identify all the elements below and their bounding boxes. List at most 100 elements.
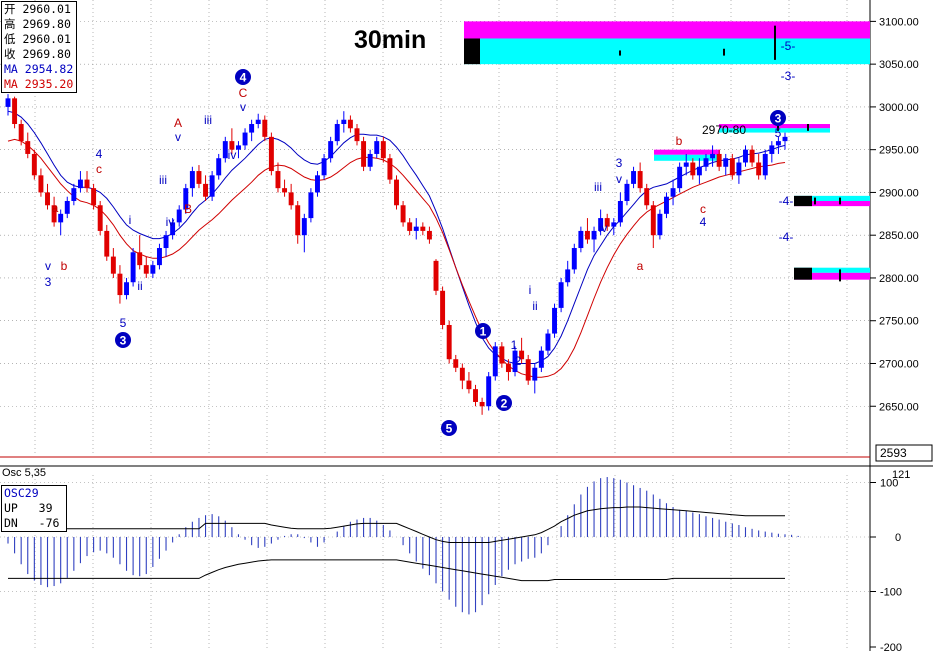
candle-body [650, 205, 656, 236]
current-price-tag-box [875, 444, 933, 462]
candle-body [347, 119, 353, 129]
wave-label: v [175, 130, 181, 144]
price-tick-label: 3000.00 [879, 102, 919, 114]
price-tick-label: 2750.00 [879, 316, 919, 328]
price-info-box: 开 2960.01 高 2969.80 低 2960.01 收 2969.80 … [1, 1, 77, 93]
wave-label: -3- [781, 69, 796, 83]
info-close: 收 2969.80 [2, 47, 76, 62]
candle-body [31, 153, 37, 176]
candle-body [571, 248, 577, 270]
wave-label: v [240, 100, 246, 114]
osc-dn-label: DN [4, 516, 18, 530]
candle-body [683, 162, 689, 167]
candle-body [394, 179, 399, 206]
wave-label: a [637, 259, 644, 273]
candle-body [328, 141, 334, 159]
candle-body [334, 124, 340, 142]
ma-slow-value: 2935.20 [24, 77, 74, 91]
osc-info-box: OSC29 UP 39 DN -76 [1, 485, 67, 532]
candle-body [749, 149, 755, 163]
wave-labels: v3ab4ciii5iiiivAvBiiiivCviii12iiiiv3vabc… [45, 39, 796, 436]
wave-label: 4 [96, 147, 103, 161]
zone-4b-magenta [794, 272, 870, 280]
wave-label: iii [204, 113, 212, 127]
zone-upper-magenta [464, 21, 870, 39]
candle-body [512, 350, 518, 373]
zone-mid-cyan [719, 128, 830, 133]
price-tick-label: 3100.00 [879, 16, 919, 28]
osc-dn-value: -76 [38, 516, 60, 530]
wave-label: b [61, 259, 68, 273]
candle-body [91, 188, 97, 206]
candle-body [479, 401, 485, 407]
candle-body [677, 166, 683, 189]
candle-body [18, 124, 24, 142]
candle-body [756, 162, 762, 176]
candle-body [624, 183, 630, 201]
wave-label: 3 [616, 156, 623, 170]
candle-body [341, 119, 347, 125]
candle-body [440, 290, 446, 325]
candle-body [97, 205, 103, 231]
wave-label: iii [594, 180, 602, 194]
candle-body [183, 188, 189, 210]
zone-left-cyan [654, 154, 720, 161]
wave-label: ii [137, 279, 142, 293]
zone-upper-block [464, 38, 480, 65]
zone-4b-block [794, 267, 812, 280]
candle-body [716, 153, 722, 167]
candle-body [736, 162, 742, 176]
price-tick-label: 2700.00 [879, 358, 919, 370]
osc-last-value: 121 [892, 469, 910, 481]
zone-upper-cyan [464, 38, 870, 65]
candle-body [743, 149, 748, 163]
ma-fast-label: MA [4, 62, 18, 76]
candle-body [426, 230, 432, 240]
candle-body [58, 213, 64, 223]
candle-body [130, 252, 136, 283]
info-low: 低 2960.01 [2, 32, 76, 47]
candle-body [657, 213, 663, 236]
candle-body [762, 153, 768, 176]
price-tick-label: 2900.00 [879, 187, 919, 199]
candle-body [387, 158, 393, 180]
wave-label: 5 [120, 316, 127, 330]
candle-body [486, 376, 492, 407]
wave-label: c [700, 202, 706, 216]
candle-body [558, 282, 564, 308]
candle-body [670, 188, 676, 197]
osc-up-line [8, 506, 785, 543]
wave-label: C [239, 86, 248, 100]
candle-body [380, 141, 386, 159]
candle-body [137, 252, 143, 266]
wave-label: 2 [515, 354, 522, 368]
wave-label: 4 [700, 215, 707, 229]
candle-body [170, 222, 176, 236]
candle-body [268, 136, 274, 172]
wave-label: -4- [779, 194, 794, 208]
candle-body [12, 98, 18, 125]
candle-body [255, 119, 261, 125]
close-value: 2969.80 [22, 47, 71, 61]
candle-body [565, 269, 571, 283]
candle-body [664, 196, 669, 214]
candle-body [584, 230, 590, 240]
wave-label: i [529, 283, 532, 297]
info-ma-fast: MA 2954.82 [2, 62, 76, 77]
candle-body [71, 188, 77, 201]
wave-circle [115, 332, 131, 348]
candle-body [420, 226, 426, 231]
candle-body [446, 325, 452, 360]
wave-label: -4- [779, 230, 794, 244]
candle-body [235, 145, 241, 150]
candle-body [216, 158, 222, 176]
osc-header: Osc 5,35 [2, 467, 47, 479]
osc-up: UP 39 [2, 501, 66, 516]
candle-body [505, 363, 511, 373]
ma-slow-label: MA [4, 77, 18, 91]
wave-label: iii [159, 173, 167, 187]
wave-circle [441, 420, 457, 436]
osc-dn-line [8, 559, 785, 582]
wave-label: 5 [775, 126, 782, 140]
